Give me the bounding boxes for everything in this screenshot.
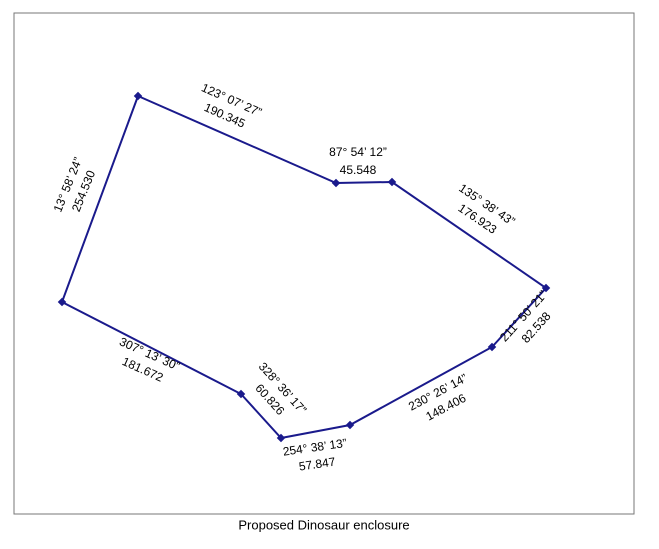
vertex <box>387 177 397 187</box>
boundary <box>60 94 548 440</box>
distance: 57.847 <box>298 455 337 474</box>
side-label: 87° 54’ 12” 45.548 <box>329 145 387 177</box>
vertex <box>331 178 341 188</box>
vertices <box>57 91 551 443</box>
vertex <box>133 91 143 101</box>
distance: 45.548 <box>340 163 377 177</box>
vertex <box>345 420 355 430</box>
vertex <box>541 283 551 293</box>
vertex <box>57 297 67 307</box>
vertex <box>276 433 286 443</box>
vertex <box>236 389 246 399</box>
vertex <box>487 342 497 352</box>
caption: Proposed Dinosaur enclosure <box>238 517 409 532</box>
bearing: 87° 54’ 12” <box>329 145 387 159</box>
